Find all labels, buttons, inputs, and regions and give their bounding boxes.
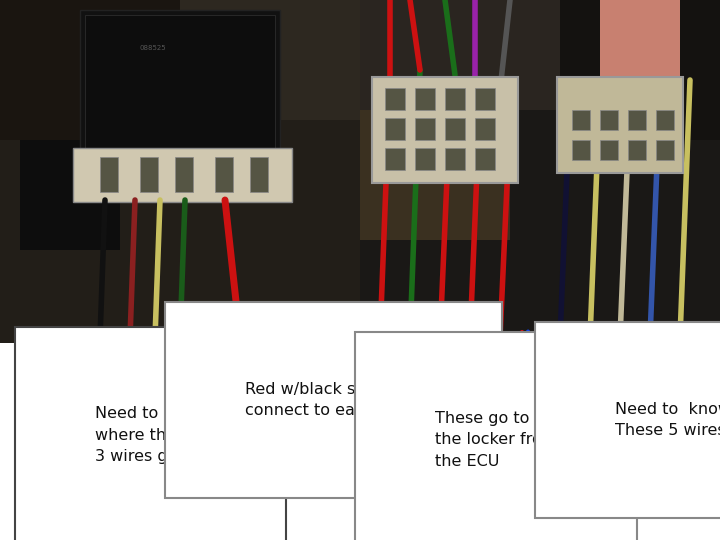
Bar	[0, 0, 360, 343]
Bar	[628, 110, 646, 130]
Bar	[415, 88, 435, 110]
Bar	[600, 0, 680, 80]
Bar	[415, 148, 435, 170]
Bar	[385, 148, 405, 170]
Bar	[385, 118, 405, 140]
Bar	[475, 88, 495, 110]
Bar	[475, 118, 495, 140]
Bar	[360, 0, 720, 343]
Bar	[445, 118, 465, 140]
Text: Need to  know where
These 5 wires go: Need to know where These 5 wires go	[615, 402, 720, 438]
Text: Need to know
where these
3 wires go.: Need to know where these 3 wires go.	[95, 407, 206, 463]
Bar	[175, 157, 193, 192]
Bar	[385, 88, 405, 110]
Bar	[180, 0, 360, 120]
Bar	[0, 0, 180, 140]
Bar	[572, 110, 590, 130]
Bar	[415, 118, 435, 140]
Bar	[100, 157, 118, 192]
Bar	[215, 157, 233, 192]
Bar	[80, 10, 280, 160]
Bar	[20, 140, 120, 250]
Text: Red w/black stripe
connect to each other: Red w/black stripe connect to each other	[245, 382, 422, 418]
Bar	[600, 140, 618, 160]
Bar	[85, 15, 275, 155]
Bar	[360, 0, 560, 110]
Bar	[628, 140, 646, 160]
Bar	[445, 88, 465, 110]
Bar	[445, 148, 465, 170]
Bar	[600, 110, 618, 130]
Bar	[250, 157, 268, 192]
Text: 088525: 088525	[140, 45, 166, 51]
Bar	[360, 110, 510, 240]
FancyBboxPatch shape	[73, 148, 292, 202]
Bar	[560, 0, 720, 140]
Bar	[656, 110, 674, 130]
Bar	[475, 148, 495, 170]
Bar	[140, 157, 158, 192]
Text: These go to
the locker from
the ECU: These go to the locker from the ECU	[435, 411, 557, 469]
FancyBboxPatch shape	[372, 77, 518, 183]
Bar	[656, 140, 674, 160]
Bar	[0, 343, 720, 540]
FancyBboxPatch shape	[557, 77, 683, 173]
Bar	[572, 140, 590, 160]
